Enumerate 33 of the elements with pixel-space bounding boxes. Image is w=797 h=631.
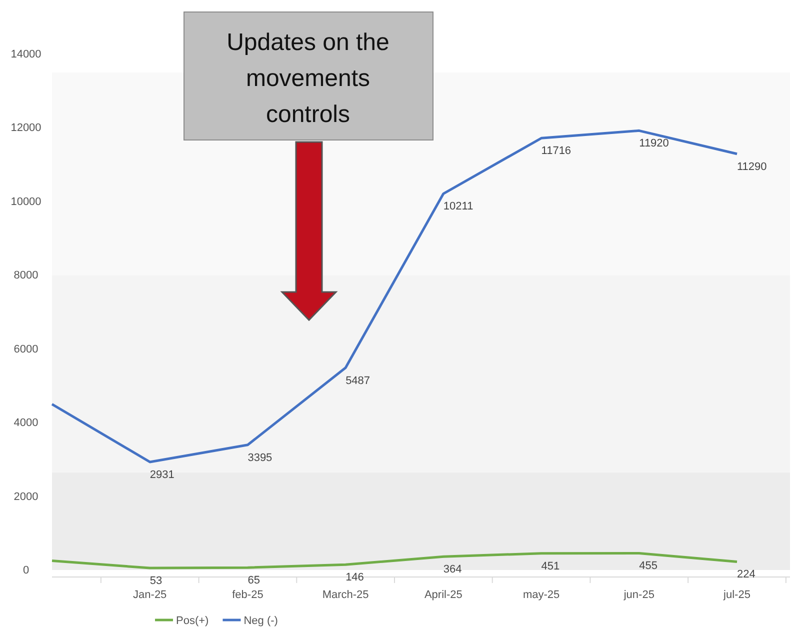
y-tick-label: 0	[22, 564, 30, 577]
data-label: 11716	[541, 145, 572, 158]
annotation: Updates on the movements controls	[226, 29, 390, 128]
x-tick-label: March-25	[322, 588, 369, 601]
x-tick-label: may-25	[522, 588, 560, 601]
x-tick-label: jul-25	[722, 588, 750, 601]
data-label: 53	[150, 575, 162, 588]
data-label: 2931	[150, 468, 174, 481]
data-label: 3395	[248, 452, 272, 464]
x-tick-label: Jan-25	[133, 588, 167, 601]
data-label: 11290	[737, 160, 767, 173]
data-label: 224	[737, 568, 756, 581]
y-tick-label: 2000	[14, 490, 38, 503]
data-label: 11920	[639, 138, 669, 150]
data-label: 451	[541, 560, 560, 572]
data-label: 5487	[346, 374, 370, 387]
y-tick-label: 12000	[10, 122, 42, 134]
data-label: 10211	[443, 200, 474, 213]
y-tick-label: 4000	[14, 417, 38, 430]
y-tick-label: 14000	[10, 48, 42, 61]
legend-label: Neg (-)	[244, 615, 278, 627]
x-tick-label: feb-25	[232, 588, 264, 601]
data-label: 364	[443, 564, 462, 576]
x-tick-label: April-25	[424, 588, 462, 601]
data-label: 65	[248, 574, 260, 587]
y-tick-label: 10000	[10, 196, 42, 208]
data-label: 455	[639, 560, 658, 572]
y-tick-label: 6000	[14, 343, 38, 356]
data-label: 146	[346, 572, 364, 584]
y-tick-label: 8000	[14, 270, 38, 282]
legend-label: Pos(+)	[176, 615, 209, 627]
line-series	[50, 129, 738, 464]
x-tick-label: jun-25	[622, 588, 654, 601]
